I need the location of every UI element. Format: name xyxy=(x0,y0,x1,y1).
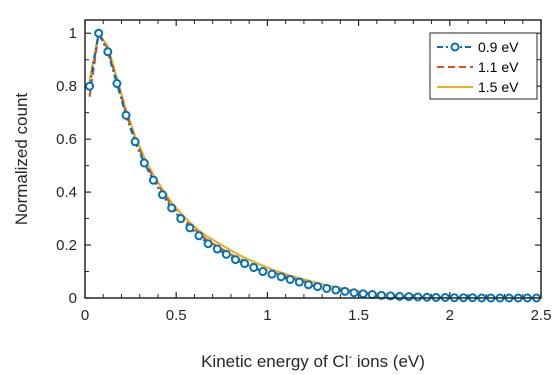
series-point-0 xyxy=(249,263,259,273)
x-axis-label: Kinetic energy of Cl- ions (eV) xyxy=(201,351,425,371)
legend-label-0: 0.9 eV xyxy=(478,39,519,55)
series-point-0 xyxy=(404,292,414,302)
plot-frame xyxy=(84,19,542,299)
legend: 0.9 eV 1.1 eV 1.5 eV xyxy=(429,32,538,100)
x-axis-label-main: Kinetic energy of Cl xyxy=(201,352,348,371)
series-point-0 xyxy=(158,190,168,200)
x-tick-label: 1 xyxy=(263,307,271,324)
series-point-0 xyxy=(130,137,140,147)
series-point-0 xyxy=(167,203,177,213)
series-point-0 xyxy=(395,291,405,301)
series-point-0 xyxy=(358,289,368,299)
series-point-0 xyxy=(185,223,195,233)
series-point-0 xyxy=(121,110,131,120)
series-line-0 xyxy=(88,32,537,300)
series-point-0 xyxy=(285,274,295,284)
x-axis-label-sup: - xyxy=(348,351,352,363)
ticks-layer: 0 0.5 1 1.5 2 2.5 0 0.2 0.4 0.6 0.8 1 xyxy=(56,20,551,324)
series-point-0 xyxy=(94,28,104,38)
x-tick-label: 0 xyxy=(81,307,89,324)
x-tick-label: 0.5 xyxy=(166,307,187,324)
series-point-0 xyxy=(148,175,158,185)
series-point-0 xyxy=(194,231,204,241)
y-tick-label: 1 xyxy=(69,25,77,42)
series-point-0 xyxy=(240,259,250,269)
legend-label-2: 1.5 eV xyxy=(478,79,519,95)
series-point-0 xyxy=(313,282,323,292)
series-point-0 xyxy=(176,214,186,224)
y-axis-label: Normalized count xyxy=(12,93,31,226)
x-tick-label: 2 xyxy=(446,307,454,324)
y-tick-label: 0.8 xyxy=(56,78,77,95)
legend-label-1: 1.1 eV xyxy=(478,59,519,75)
series-point-0 xyxy=(349,288,359,298)
series-point-0 xyxy=(103,47,113,57)
series-point-0 xyxy=(413,292,423,302)
x-tick-label: 2.5 xyxy=(531,307,552,324)
series-point-0 xyxy=(203,239,213,249)
series-point-0 xyxy=(294,277,304,287)
series-point-0 xyxy=(221,249,231,259)
series-point-0 xyxy=(367,290,377,300)
series-point-0 xyxy=(276,272,286,282)
x-tick-label: 1.5 xyxy=(348,307,369,324)
series-point-0 xyxy=(340,286,350,296)
series-point-0 xyxy=(303,280,313,290)
series-point-0 xyxy=(267,269,277,279)
series-point-0 xyxy=(139,158,149,168)
series-point-0 xyxy=(422,292,432,302)
y-tick-label: 0.6 xyxy=(56,131,77,148)
y-tick-label: 0.2 xyxy=(56,237,77,254)
series-point-0 xyxy=(331,285,341,295)
y-tick-label: 0.4 xyxy=(56,184,77,201)
series-point-0 xyxy=(258,267,268,277)
series-point-0 xyxy=(212,244,222,254)
series-point-0 xyxy=(376,290,386,300)
x-axis-label-tail: ions (eV) xyxy=(352,352,425,371)
series-point-0 xyxy=(230,255,240,265)
legend-marker-0 xyxy=(450,42,460,52)
y-tick-label: 0 xyxy=(69,290,77,307)
series-point-0 xyxy=(112,79,122,89)
series-point-0 xyxy=(322,283,332,293)
series-point-0 xyxy=(85,81,95,91)
